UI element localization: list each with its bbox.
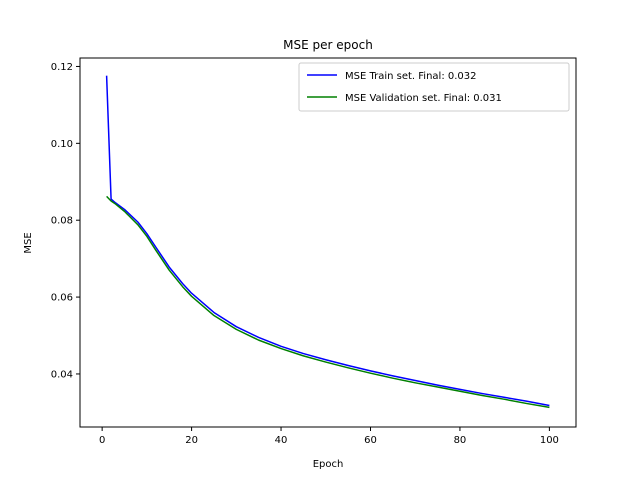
- legend-label-train: MSE Train set. Final: 0.032: [345, 71, 477, 82]
- plot-frame: [79, 57, 577, 428]
- y-tick-label: 0.10: [51, 139, 73, 150]
- x-tick-label: 80: [454, 435, 467, 446]
- plot-area: [79, 57, 577, 428]
- x-tick-label: 0: [99, 435, 105, 446]
- series-layer: [105, 75, 550, 409]
- legend-label-validation: MSE Validation set. Final: 0.031: [345, 93, 502, 104]
- series-line-validation: [106, 195, 550, 409]
- y-tick-label: 0.12: [51, 62, 73, 73]
- y-axis: 0.04 0.06 0.08 0.10 0.12: [51, 62, 80, 380]
- x-tick-label: 20: [185, 435, 198, 446]
- series-line-train: [105, 75, 550, 407]
- x-tick-label: 100: [540, 435, 559, 446]
- y-tick-label: 0.06: [51, 293, 73, 304]
- x-axis: 0 20 40 60 80 100: [99, 427, 559, 446]
- y-tick-label: 0.04: [51, 369, 73, 380]
- legend: MSE Train set. Final: 0.032 MSE Validati…: [298, 62, 570, 112]
- x-axis-label: Epoch: [313, 459, 344, 470]
- x-tick-label: 60: [364, 435, 377, 446]
- y-axis-label: MSE: [23, 232, 34, 253]
- y-tick-label: 0.08: [51, 216, 73, 227]
- chart-title: MSE per epoch: [283, 38, 373, 52]
- x-tick-label: 40: [275, 435, 288, 446]
- legend-box: [298, 62, 570, 112]
